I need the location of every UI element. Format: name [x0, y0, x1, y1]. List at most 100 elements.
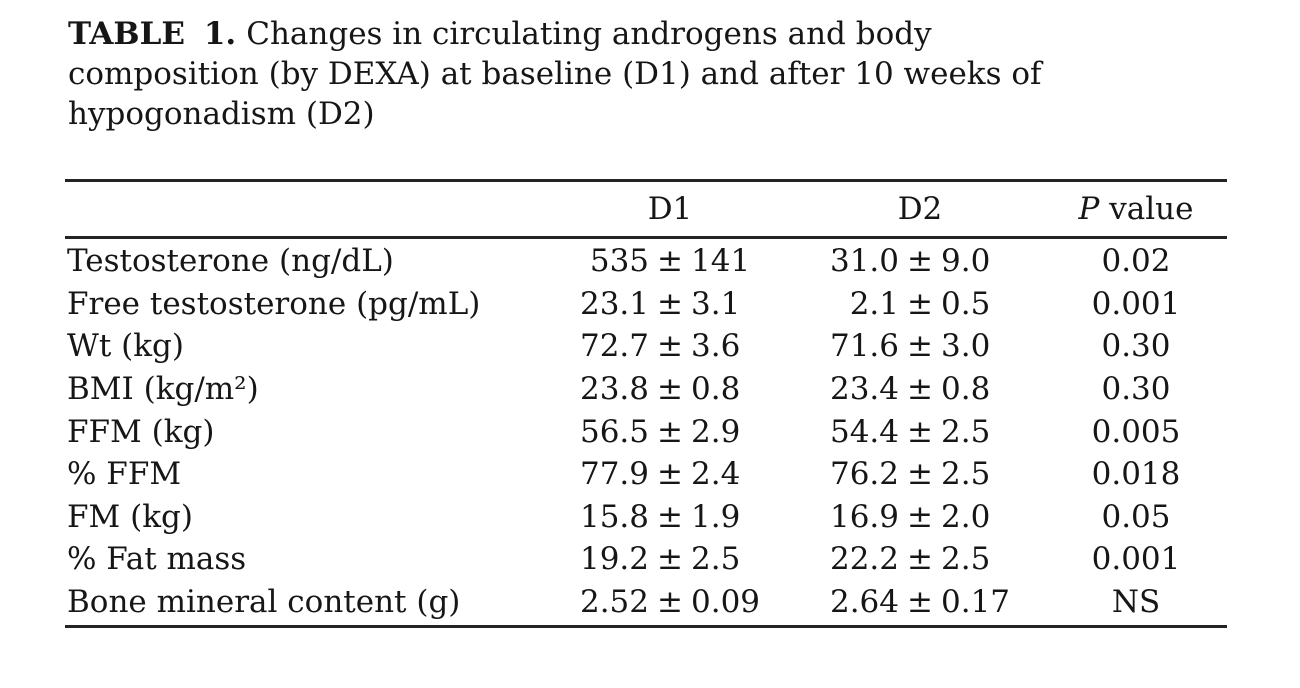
- mean-value: 535: [589, 243, 650, 280]
- sd-value: 2.0: [941, 498, 991, 535]
- d1-value-cell: 23.8 ±0.8: [545, 371, 795, 407]
- plus-minus-sign: ±: [657, 541, 683, 578]
- plus-minus-sign: ±: [907, 498, 933, 535]
- sd-value: 2.4: [691, 456, 741, 493]
- d1-value-cell: 19.2 ±2.5: [545, 541, 795, 577]
- table-header-row: D1 D2 P value: [65, 182, 1227, 239]
- mean-value: 19.2: [579, 541, 650, 578]
- plus-minus-sign: ±: [657, 584, 683, 621]
- plus-minus-sign: ±: [657, 413, 683, 450]
- d2-value-cell: 22.2 ±2.5: [795, 541, 1045, 577]
- table-row: BMI (kg/m²) 23.8 ±0.8 23.4 ±0.8 0.30: [65, 368, 1227, 411]
- sd-value: 3.6: [691, 328, 741, 365]
- p-value-cell: 0.001: [1091, 285, 1181, 322]
- mean-value: 2.64: [829, 584, 900, 621]
- row-label: % FFM: [67, 456, 182, 493]
- p-value-cell: 0.001: [1091, 541, 1181, 578]
- mean-value: 22.2: [829, 541, 900, 578]
- mean-value: 23.4: [829, 371, 900, 408]
- p-value-cell: 0.02: [1101, 243, 1171, 280]
- sd-value: 9.0: [941, 243, 991, 280]
- row-label: % Fat mass: [67, 541, 247, 578]
- d1-value-cell: 2.52 ±0.09: [545, 584, 795, 620]
- mean-value: 2.52: [579, 584, 650, 621]
- plus-minus-sign: ±: [657, 243, 683, 280]
- table-row: Bone mineral content (g) 2.52 ±0.09 2.64 ±…: [65, 581, 1227, 624]
- mean-value: 15.8: [579, 498, 650, 535]
- plus-minus-sign: ±: [907, 584, 933, 621]
- table-row: % Fat mass 19.2 ±2.5 22.2 ±2.5 0.001: [65, 538, 1227, 581]
- p-value-cell: 0.30: [1101, 328, 1171, 365]
- row-label: BMI (kg/m²): [67, 371, 259, 408]
- row-label: FM (kg): [67, 498, 193, 535]
- d2-value-cell: 76.2 ±2.5: [795, 456, 1045, 492]
- p-value-cell: 0.018: [1091, 456, 1181, 493]
- row-label: Bone mineral content (g): [67, 584, 461, 621]
- mean-value: 72.7: [579, 328, 650, 365]
- caption-line: TABLE 1. Changes in circulating androgens…: [68, 14, 1218, 54]
- d2-value-cell: 31.0 ±9.0: [795, 243, 1045, 279]
- p-value-cell: 0.005: [1091, 413, 1181, 450]
- p-value-cell: 0.05: [1101, 498, 1171, 535]
- plus-minus-sign: ±: [907, 328, 933, 365]
- sd-value: 2.5: [941, 541, 991, 578]
- d2-value-cell: 2.64 ±0.17: [795, 584, 1045, 620]
- sd-value: 2.5: [691, 541, 741, 578]
- d1-value-cell: 535 ±141: [545, 243, 795, 279]
- d1-value-cell: 23.1 ±3.1: [545, 286, 795, 322]
- sd-value: 3.1: [691, 285, 741, 322]
- mean-value: 23.1: [579, 285, 650, 322]
- plus-minus-sign: ±: [907, 541, 933, 578]
- plus-minus-sign: ±: [657, 328, 683, 365]
- sd-value: 1.9: [691, 498, 741, 535]
- table-caption: TABLE 1. Changes in circulating androgens…: [68, 14, 1218, 134]
- d1-value-cell: 72.7 ±3.6: [545, 328, 795, 364]
- plus-minus-sign: ±: [657, 371, 683, 408]
- sd-value: 0.8: [941, 371, 991, 408]
- plus-minus-sign: ±: [907, 285, 933, 322]
- plus-minus-sign: ±: [907, 243, 933, 280]
- mean-value: 31.0: [829, 243, 900, 280]
- mean-value: 56.5: [579, 413, 650, 450]
- row-label: FFM (kg): [67, 413, 215, 450]
- data-table: D1 D2 P value Testosterone (ng/dL) 535 ±1…: [65, 179, 1227, 629]
- sd-value: 0.17: [941, 584, 1011, 621]
- sd-value: 0.8: [691, 371, 741, 408]
- d2-value-cell: 23.4 ±0.8: [795, 371, 1045, 407]
- table-row: Free testosterone (pg/mL) 23.1 ±3.1 2.1 ±0…: [65, 283, 1227, 326]
- p-value-header-italic: P: [1078, 191, 1100, 227]
- p-value-header-rest: value: [1099, 191, 1194, 227]
- p-value-cell: 0.30: [1101, 371, 1171, 408]
- plus-minus-sign: ±: [907, 413, 933, 450]
- table-row: % FFM 77.9 ±2.4 76.2 ±2.5 0.018: [65, 453, 1227, 496]
- sd-value: 141: [691, 243, 751, 280]
- mean-value: 71.6: [829, 328, 900, 365]
- plus-minus-sign: ±: [907, 371, 933, 408]
- plus-minus-sign: ±: [657, 456, 683, 493]
- column-header-p-value: P value: [1045, 191, 1227, 227]
- sd-value: 3.0: [941, 328, 991, 365]
- mean-value: 23.8: [579, 371, 650, 408]
- row-label: Wt (kg): [67, 328, 184, 365]
- plus-minus-sign: ±: [907, 456, 933, 493]
- d1-value-cell: 77.9 ±2.4: [545, 456, 795, 492]
- caption-line: composition (by DEXA) at baseline (D1) a…: [68, 56, 1042, 92]
- column-header-d1: D1: [647, 191, 693, 227]
- table-row: Testosterone (ng/dL) 535 ±141 31.0 ±9.0 0.…: [65, 240, 1227, 283]
- d1-value-cell: 15.8 ±1.9: [545, 499, 795, 535]
- sd-value: 2.5: [941, 413, 991, 450]
- plus-minus-sign: ±: [657, 498, 683, 535]
- table-row: FM (kg) 15.8 ±1.9 16.9 ±2.0 0.05: [65, 496, 1227, 539]
- sd-value: 0.09: [691, 584, 761, 621]
- table-row: FFM (kg) 56.5 ±2.9 54.4 ±2.5 0.005: [65, 410, 1227, 453]
- d2-value-cell: 71.6 ±3.0: [795, 328, 1045, 364]
- mean-value: 16.9: [829, 498, 900, 535]
- mean-value: 77.9: [579, 456, 650, 493]
- caption-line: hypogonadism (D2): [68, 96, 375, 132]
- d2-value-cell: 2.1 ±0.5: [795, 286, 1045, 322]
- sd-value: 2.9: [691, 413, 741, 450]
- p-value-cell: NS: [1111, 584, 1161, 621]
- table-body: Testosterone (ng/dL) 535 ±141 31.0 ±9.0 0.…: [65, 239, 1227, 629]
- table-row: Wt (kg) 72.7 ±3.6 71.6 ±3.0 0.30: [65, 325, 1227, 368]
